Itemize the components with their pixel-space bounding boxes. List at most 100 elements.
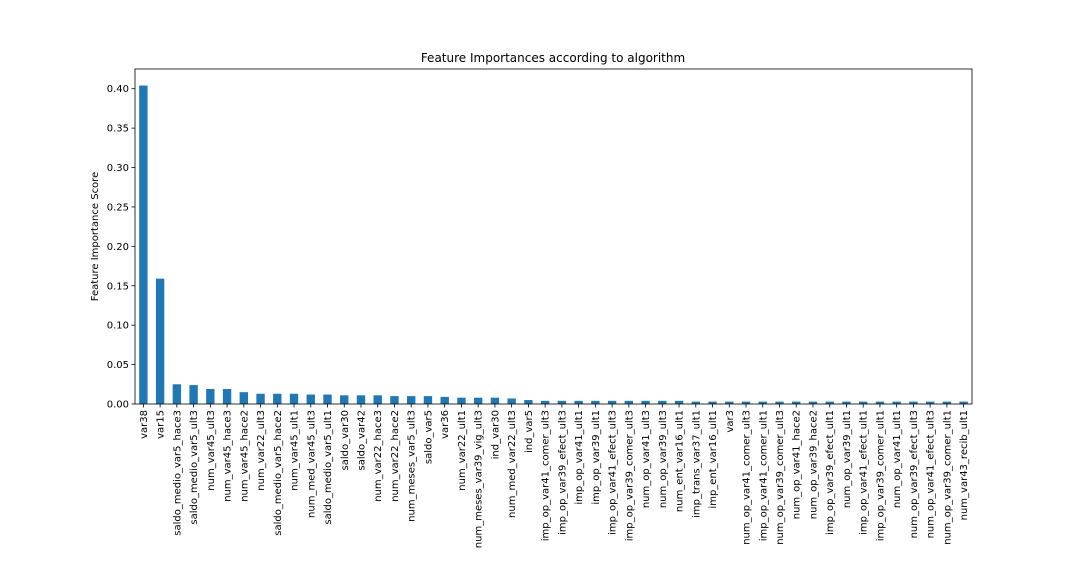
bar-saldo_medio_var5_hace3 bbox=[172, 384, 182, 404]
bar-num_var22_ult3 bbox=[256, 393, 265, 404]
bar-imp_trans_var37_ult1 bbox=[691, 401, 700, 404]
x-tick-label: num_var43_recib_ult1 bbox=[959, 410, 970, 520]
x-tick-label: saldo_medio_var5_ult3 bbox=[189, 410, 200, 525]
x-tick-label: num_med_var45_ult3 bbox=[306, 410, 317, 518]
x-tick-label: imp_op_var39_efect_ult1 bbox=[825, 410, 836, 535]
bar-num_op_var41_efect_ult3 bbox=[925, 401, 935, 404]
y-tick-label: 0.20 bbox=[107, 242, 129, 253]
bar-num_op_var41_comer_ult3 bbox=[741, 401, 751, 404]
x-tick-label: ind_var5 bbox=[524, 410, 535, 453]
x-tick-label: saldo_var42 bbox=[356, 410, 367, 470]
bar-num_op_var39_ult1 bbox=[842, 401, 851, 404]
bar-imp_op_var41_comer_ult3 bbox=[540, 400, 550, 404]
y-tick-label: 0.40 bbox=[107, 84, 129, 95]
x-tick-label: num_meses_var39_vig_ult3 bbox=[474, 410, 485, 548]
bar-saldo_var30 bbox=[340, 395, 349, 404]
bar-saldo_medio_var5_ult1 bbox=[323, 394, 332, 404]
bar-imp_op_var39_comer_ult3 bbox=[624, 400, 634, 404]
bar-imp_op_var41_ult1 bbox=[574, 400, 583, 404]
x-tick-label: var36 bbox=[440, 410, 451, 439]
bar-var3 bbox=[725, 401, 734, 404]
x-tick-label: imp_op_var39_comer_ult3 bbox=[624, 410, 635, 541]
bar-var38 bbox=[139, 85, 148, 404]
bar-ind_var5 bbox=[524, 400, 533, 404]
x-tick-label: num_op_var39_hace2 bbox=[808, 410, 819, 519]
bar-imp_op_var39_efect_ult3 bbox=[557, 400, 567, 404]
bar-num_var45_hace3 bbox=[222, 389, 232, 404]
x-tick-label: num_op_var39_efect_ult3 bbox=[909, 410, 920, 538]
bar-num_var45_hace2 bbox=[239, 392, 248, 404]
bar-num_op_var39_ult3 bbox=[658, 400, 667, 404]
x-tick-label: imp_op_var41_comer_ult1 bbox=[758, 410, 769, 541]
x-axis: var38 var15 saldo_medio_var5_hace3 saldo_me… bbox=[139, 404, 970, 548]
x-tick-label: imp_trans_var37_ult1 bbox=[691, 410, 702, 518]
x-tick-label: num_op_var39_ult1 bbox=[842, 410, 853, 508]
x-tick-label: saldo_var5 bbox=[423, 410, 434, 464]
bar-num_ent_var16_ult1 bbox=[674, 400, 684, 404]
x-tick-label: saldo_var30 bbox=[340, 410, 351, 470]
x-tick-label: num_ent_var16_ult1 bbox=[675, 410, 686, 512]
x-tick-label: var15 bbox=[156, 410, 167, 439]
bar-num_meses_var39_vig_ult3 bbox=[473, 397, 483, 404]
bar-ind_var30 bbox=[490, 397, 500, 404]
x-tick-label: var38 bbox=[139, 410, 150, 439]
x-tick-label: num_op_var39_comer_ult1 bbox=[942, 410, 953, 545]
bar-num_med_var22_ult3 bbox=[507, 398, 516, 404]
bar-imp_op_var39_efect_ult1 bbox=[825, 401, 834, 404]
bar-num_op_var39_comer_ult3 bbox=[775, 401, 784, 404]
x-tick-label: imp_op_var41_ult1 bbox=[574, 410, 585, 505]
bar-num_op_var39_efect_ult3 bbox=[909, 401, 918, 404]
x-tick-label: num_op_var41_comer_ult3 bbox=[742, 410, 753, 545]
x-tick-label: saldo_medio_var5_hace2 bbox=[273, 410, 284, 536]
x-tick-label: num_op_var39_ult3 bbox=[658, 410, 669, 508]
bar-imp_ent_var16_ult1 bbox=[708, 401, 717, 404]
x-tick-label: num_med_var22_ult3 bbox=[507, 410, 518, 518]
bar-num_op_var39_comer_ult1 bbox=[942, 401, 952, 404]
bars-layer bbox=[139, 85, 968, 404]
x-tick-label: num_var45_hace2 bbox=[239, 410, 250, 502]
bar-var36 bbox=[440, 396, 449, 404]
x-tick-label: imp_op_var41_efect_ult3 bbox=[608, 410, 619, 535]
bar-num_var22_ult1 bbox=[457, 397, 466, 404]
bar-imp_op_var41_efect_ult3 bbox=[607, 400, 617, 404]
bar-num_op_var41_ult1 bbox=[892, 401, 901, 404]
bar-num_op_var39_hace2 bbox=[808, 401, 818, 404]
x-tick-label: num_var22_hace2 bbox=[390, 410, 401, 502]
x-tick-label: imp_op_var41_efect_ult1 bbox=[859, 410, 870, 535]
bar-saldo_medio_var5_hace2 bbox=[273, 393, 282, 404]
y-tick-label: 0.30 bbox=[107, 163, 129, 174]
x-tick-label: num_op_var41_efect_ult3 bbox=[926, 410, 937, 538]
x-tick-label: num_var22_hace3 bbox=[373, 410, 384, 502]
x-tick-label: num_var22_ult1 bbox=[457, 410, 468, 491]
x-tick-label: num_meses_var5_ult3 bbox=[407, 410, 418, 522]
y-tick-label: 0.35 bbox=[107, 124, 129, 135]
y-tick-label: 0.25 bbox=[107, 202, 129, 213]
bar-num_var22_hace2 bbox=[390, 396, 399, 404]
x-tick-label: var3 bbox=[725, 410, 736, 433]
y-tick-label: 0.15 bbox=[107, 281, 129, 292]
x-tick-label: imp_ent_var16_ult1 bbox=[708, 410, 719, 509]
plot-frame bbox=[134, 68, 973, 405]
y-axis-label: Feature Importance Score bbox=[90, 172, 101, 301]
bar-num_var22_hace3 bbox=[373, 395, 382, 404]
bar-imp_op_var39_ult1 bbox=[591, 400, 600, 404]
bar-saldo_var5 bbox=[423, 396, 433, 404]
bar-num_var45_ult3 bbox=[206, 389, 215, 404]
bar-var15 bbox=[155, 278, 165, 404]
x-tick-label: num_op_var39_comer_ult3 bbox=[775, 410, 786, 545]
x-tick-label: saldo_medio_var5_ult1 bbox=[323, 410, 334, 525]
x-tick-label: num_var45_ult1 bbox=[290, 410, 301, 491]
y-tick-label: 0.10 bbox=[107, 321, 129, 332]
x-tick-label: num_op_var41_ult1 bbox=[892, 410, 903, 508]
bar-num_med_var45_ult3 bbox=[306, 394, 315, 404]
bar-num_meses_var5_ult3 bbox=[407, 396, 416, 404]
bar-saldo_var42 bbox=[356, 395, 366, 404]
x-tick-label: ind_var30 bbox=[490, 410, 501, 459]
y-axis: 0.00 0.05 0.10 0.15 0.20 0.25 0.30 0.35 0.40 bbox=[107, 84, 135, 411]
bar-num_op_var41_hace2 bbox=[792, 401, 801, 404]
bar-num_op_var41_ult3 bbox=[641, 400, 650, 404]
x-tick-label: num_op_var41_hace2 bbox=[792, 410, 803, 519]
y-tick-label: 0.00 bbox=[107, 400, 129, 411]
